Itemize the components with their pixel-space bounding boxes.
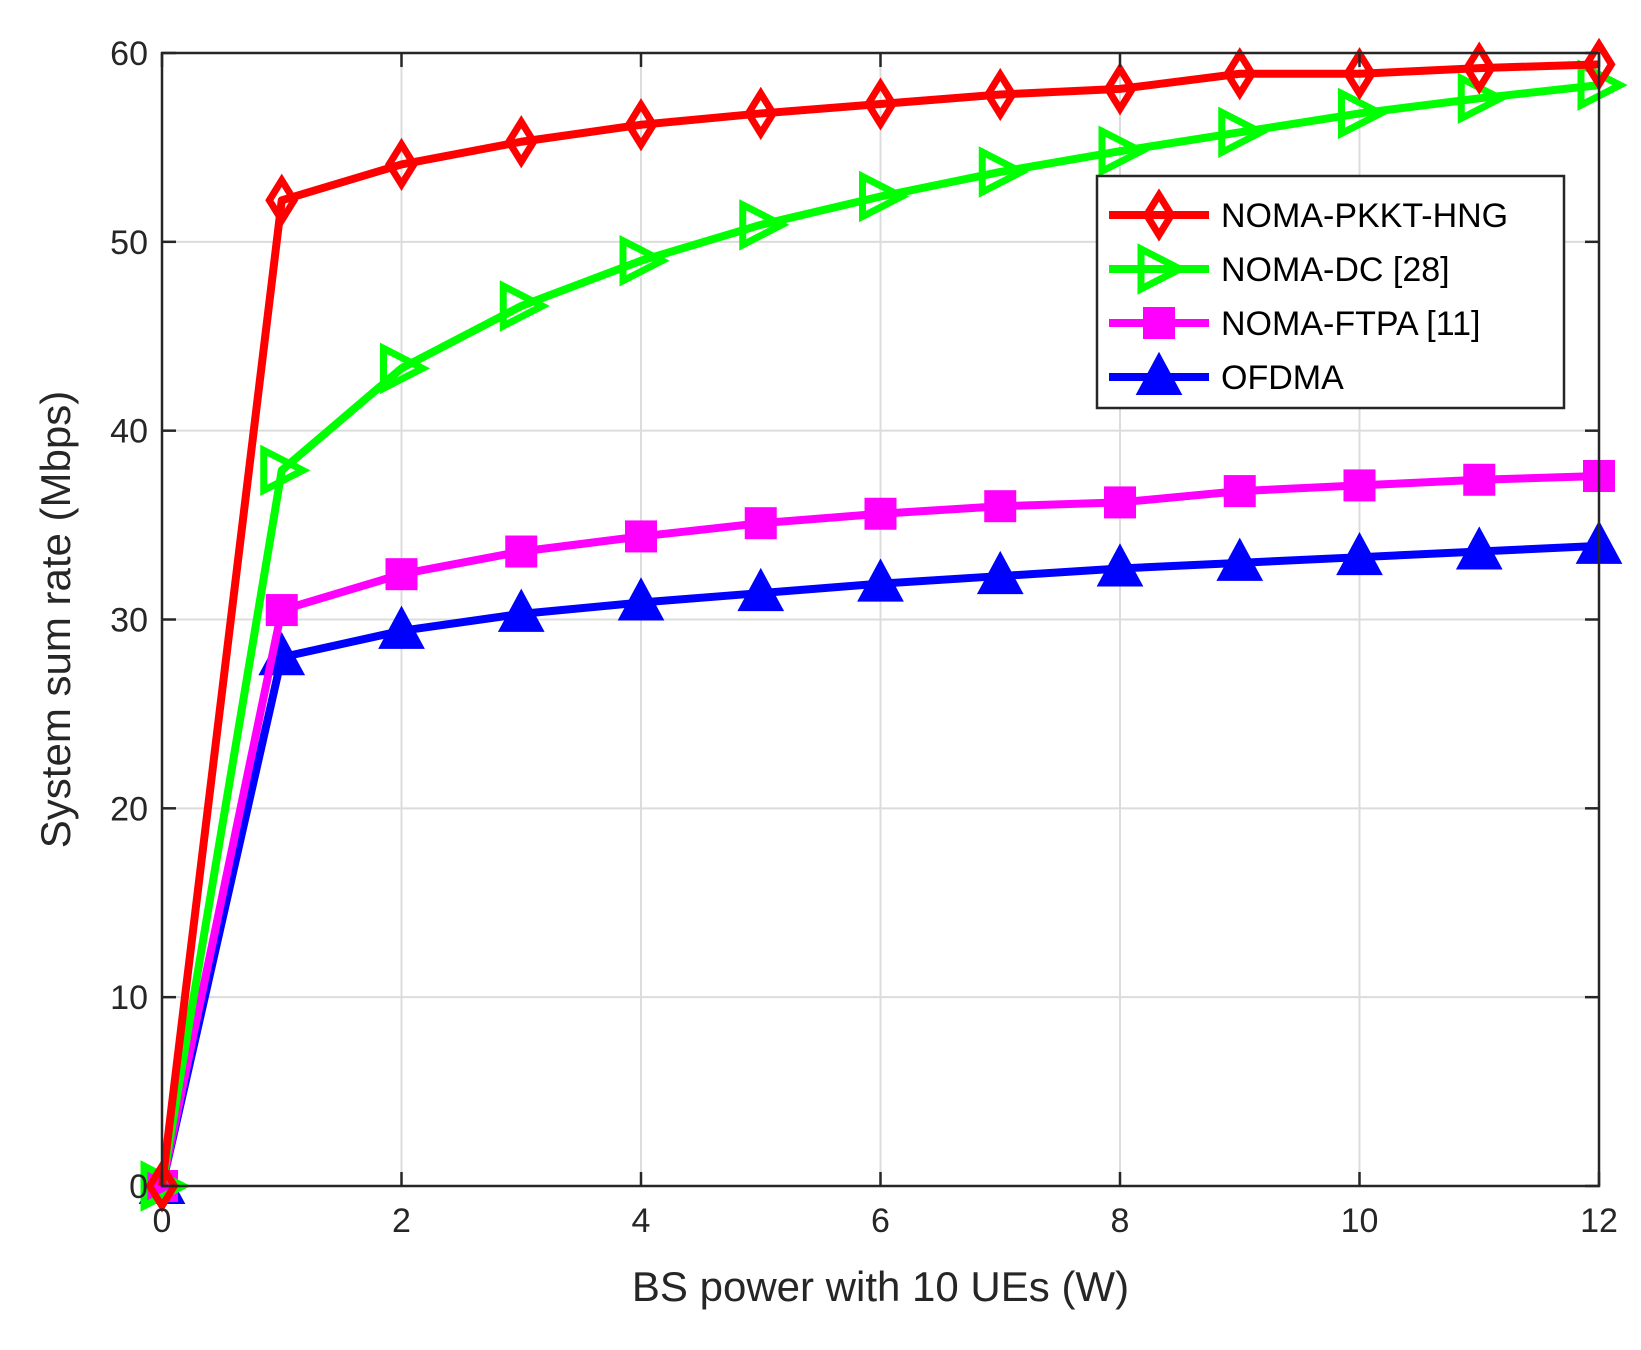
legend-marker — [1142, 188, 1176, 242]
data-point — [617, 577, 665, 621]
data-point — [1216, 537, 1264, 581]
axis-ticks: 0 2 4 6 8 10 12 0 10 20 30 40 50 60 — [110, 35, 1618, 1240]
data-point — [1103, 62, 1137, 116]
legend: NOMA-PKKT-HNG NOMA-DC [28] NOMA-FTPA [11] O… — [1095, 174, 1566, 410]
x-tick-label: 10 — [1341, 1202, 1379, 1240]
data-point — [739, 199, 790, 251]
data-point — [1455, 526, 1503, 570]
data-point — [1343, 469, 1376, 502]
y-tick-label: 10 — [110, 979, 148, 1017]
x-tick-label: 12 — [1580, 1202, 1618, 1240]
data-point — [624, 98, 658, 152]
data-point — [744, 507, 777, 540]
legend-entry: NOMA-FTPA [11] — [1109, 305, 1480, 343]
series-layer — [138, 37, 1628, 1213]
y-axis-label: System sum rate (Mbps) — [32, 391, 79, 848]
series-noma-dc-28 — [140, 59, 1628, 1212]
data-point — [1342, 47, 1377, 101]
y-tick-label: 20 — [110, 790, 148, 828]
data-point — [497, 588, 545, 632]
x-tick-label: 6 — [871, 1202, 890, 1240]
data-point — [857, 558, 904, 602]
data-point — [384, 137, 419, 192]
x-tick-label: 2 — [392, 1202, 411, 1240]
data-point — [744, 86, 778, 141]
data-point — [1098, 125, 1149, 177]
data-point — [504, 115, 538, 169]
data-point — [625, 520, 657, 553]
data-point — [385, 558, 418, 591]
data-point — [1223, 47, 1257, 101]
data-point — [984, 490, 1017, 523]
data-point — [1338, 87, 1389, 140]
data-point — [1463, 463, 1496, 496]
x-tick-label: 8 — [1111, 1202, 1130, 1240]
data-point — [505, 535, 538, 568]
y-tick-label: 0 — [129, 1168, 148, 1206]
data-point — [1104, 486, 1136, 519]
series-line — [158, 60, 1600, 1187]
data-point — [976, 550, 1024, 595]
data-point — [1096, 543, 1144, 587]
data-point — [978, 146, 1029, 198]
legend-marker — [1137, 243, 1188, 295]
data-point — [1336, 531, 1383, 576]
legend-marker — [1135, 351, 1183, 395]
data-point — [265, 594, 298, 627]
legend-entry: OFDMA — [1109, 351, 1344, 397]
data-point — [260, 444, 311, 497]
data-point — [864, 497, 897, 530]
data-point — [145, 1159, 179, 1213]
data-point — [499, 280, 550, 332]
x-axis-label: BS power with 10 UEs (W) — [632, 1263, 1129, 1310]
data-point — [737, 567, 785, 612]
data-point — [863, 77, 898, 131]
data-point — [265, 173, 299, 227]
y-tick-label: 60 — [110, 35, 148, 73]
y-tick-label: 40 — [110, 413, 148, 451]
legend-label: NOMA-DC [28] — [1221, 251, 1450, 289]
data-point — [1218, 106, 1269, 159]
data-point — [1577, 59, 1628, 111]
legend-marker — [1143, 307, 1175, 339]
data-point — [380, 342, 431, 395]
data-point — [1223, 475, 1256, 508]
series-line — [158, 81, 1600, 1187]
y-tick-label: 50 — [110, 224, 148, 262]
data-point — [1462, 41, 1496, 95]
x-tick-label: 4 — [632, 1202, 651, 1240]
series-noma-pkkt-hng — [145, 37, 1616, 1213]
legend-label: NOMA-FTPA [11] — [1221, 305, 1480, 343]
data-point — [983, 67, 1017, 122]
legend-label: NOMA-PKKT-HNG — [1221, 197, 1508, 235]
legend-entry: NOMA-DC [28] — [1109, 243, 1450, 295]
y-tick-label: 30 — [110, 602, 148, 640]
data-point — [619, 234, 670, 287]
data-point — [859, 170, 910, 223]
data-point — [378, 605, 425, 649]
x-tick-label: 0 — [153, 1202, 172, 1240]
legend-entry: NOMA-PKKT-HNG — [1109, 188, 1508, 242]
legend-label: OFDMA — [1221, 359, 1344, 397]
